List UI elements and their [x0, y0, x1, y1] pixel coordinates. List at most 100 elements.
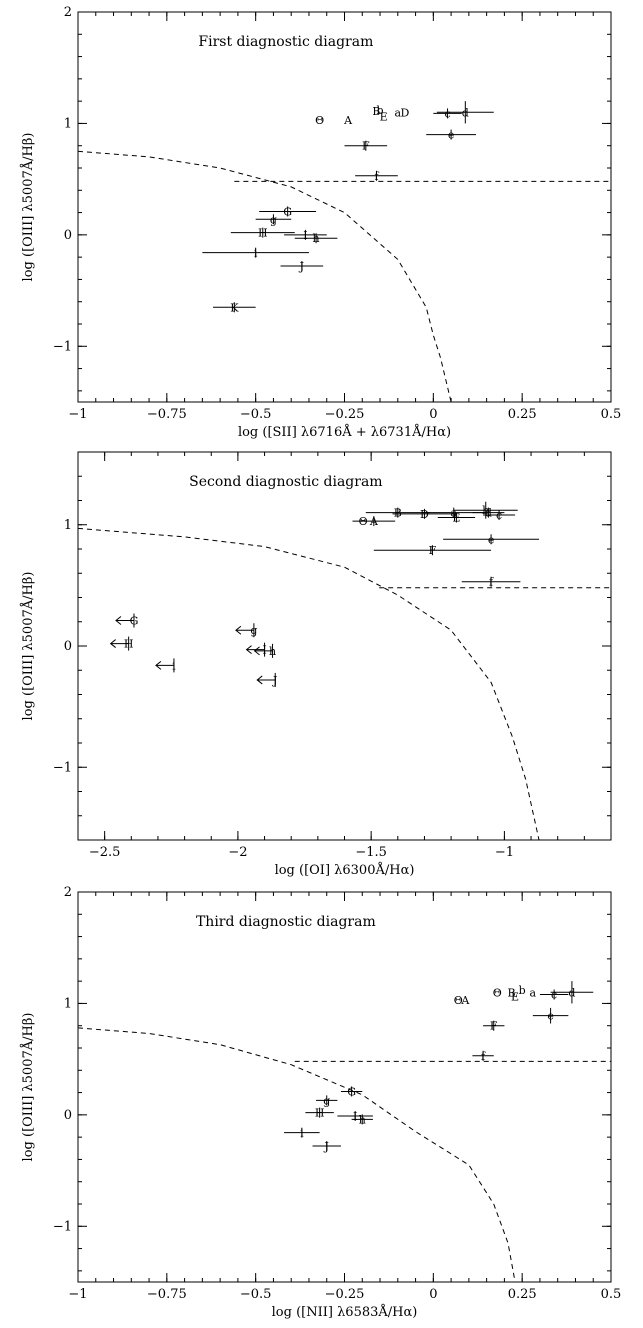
data-point: G: [115, 613, 138, 628]
data-point: B: [507, 986, 515, 999]
x-tick-label: 0.5: [601, 407, 622, 422]
data-point: e: [532, 1007, 569, 1024]
point-label: c: [444, 107, 450, 120]
point-label: a: [395, 106, 402, 119]
upper-limit-arrow: [155, 661, 174, 670]
point-label: Θ: [493, 986, 502, 999]
point-label: B: [507, 986, 515, 999]
data-point: g: [316, 1094, 338, 1107]
point-label: b: [377, 104, 384, 117]
upper-limit-arrow: [235, 625, 254, 635]
plot-frame: [77, 451, 612, 841]
point-label: i: [172, 659, 176, 672]
data-point: e: [426, 129, 476, 142]
panel-1: −1 −0.75 −0.5 −0.25 0 0.25 0.5 −1 0 1 2 First diagn…: [20, 5, 621, 440]
data-point: G: [259, 205, 317, 218]
x-tick-label: −1.5: [355, 845, 387, 860]
point-label: I: [262, 644, 266, 657]
x-tick-label: −1: [495, 845, 514, 860]
data-point: d: [436, 101, 494, 124]
y-axis-label: log ([OIII] λ5007Å/Hβ): [20, 572, 36, 721]
data-point: J: [312, 1140, 341, 1153]
y-tick-label: −1: [53, 1219, 72, 1234]
point-label: K: [230, 301, 239, 314]
x-axis-label: log ([OI] λ6300Å/Hα): [275, 862, 415, 878]
x-axis-label: log ([NII] λ6583Å/Hα): [272, 1304, 418, 1320]
point-label: B: [394, 507, 402, 520]
point-label: E: [511, 991, 519, 1004]
data-point: E: [437, 511, 476, 524]
point-label: H: [258, 227, 268, 240]
point-label: A: [369, 515, 379, 528]
data-point: F: [344, 140, 388, 153]
y-tick-label: 1: [64, 116, 72, 131]
data-point: B: [372, 105, 380, 118]
x-tick-label: −1: [68, 1287, 87, 1302]
x-tick-label: 0.5: [601, 1287, 622, 1302]
plot-frame: [77, 11, 612, 403]
data-point: A: [352, 515, 396, 528]
point-label: a: [450, 507, 457, 520]
upper-limit-arrow: [253, 646, 273, 656]
data-point: J: [256, 672, 277, 687]
x-tick-label: 0.25: [508, 1287, 537, 1302]
point-label: Θ: [454, 994, 463, 1007]
x-tick-label: −0.75: [147, 1287, 187, 1302]
x-tick-label: −0.75: [147, 407, 187, 422]
point-label: e: [448, 129, 455, 142]
y-tick-label: −1: [53, 339, 72, 354]
point-label: B: [372, 105, 380, 118]
data-point: h: [294, 232, 338, 245]
data-point: a: [395, 106, 402, 119]
data-point: K: [213, 301, 256, 314]
data-point: b: [377, 104, 384, 117]
point-label: F: [362, 140, 370, 153]
point-label: E: [380, 111, 388, 124]
point-label: h: [313, 232, 320, 245]
x-tick-label: −0.25: [325, 1287, 365, 1302]
point-label: G: [283, 205, 292, 218]
point-label: e: [547, 1010, 554, 1023]
x-tick-label: 0: [429, 1287, 437, 1302]
data-point: Θ: [493, 986, 502, 999]
point-label: h: [359, 1113, 366, 1126]
point-label: e: [488, 533, 495, 546]
point-label: D: [420, 508, 429, 521]
point-label: g: [250, 624, 257, 637]
point-label: H: [315, 1107, 325, 1120]
point-label: Θ: [315, 114, 324, 127]
point-label: F: [490, 1020, 498, 1033]
data-point: i: [284, 1127, 320, 1140]
x-tick-label: −2: [228, 845, 247, 860]
x-tick-label: −2.5: [89, 845, 121, 860]
data-point: E: [380, 111, 388, 124]
point-label: I: [353, 1110, 357, 1123]
y-tick-label: 1: [64, 518, 72, 533]
data-point: F: [483, 1020, 505, 1033]
data-point: H: [230, 227, 295, 240]
data-point: F: [373, 544, 492, 557]
y-tick-label: 0: [64, 639, 72, 654]
y-tick-label: 2: [64, 5, 72, 20]
data-point: b: [453, 501, 518, 519]
demarcation-curve: [77, 1027, 516, 1283]
data-point: g: [235, 623, 257, 638]
y-axis-label: log ([OIII] λ5007Å/Hβ): [20, 133, 36, 282]
x-tick-label: −1: [68, 407, 87, 422]
point-label: H: [124, 638, 134, 651]
x-tick-label: −0.25: [325, 407, 365, 422]
data-point: E: [511, 991, 519, 1004]
upper-limit-arrow: [256, 675, 276, 685]
data-point: g: [255, 213, 292, 226]
panel-title: Second diagnostic diagram: [189, 474, 382, 490]
panel-title: First diagnostic diagram: [198, 34, 373, 50]
data-point: B: [365, 507, 430, 520]
data-point: D: [400, 106, 409, 119]
x-tick-label: −0.5: [240, 407, 272, 422]
point-label: i: [254, 247, 258, 260]
point-label: f: [481, 1050, 486, 1063]
data-point: I: [337, 1110, 373, 1123]
data-point: I: [284, 229, 327, 242]
data-point: f: [461, 576, 521, 589]
y-tick-label: 0: [64, 228, 72, 243]
